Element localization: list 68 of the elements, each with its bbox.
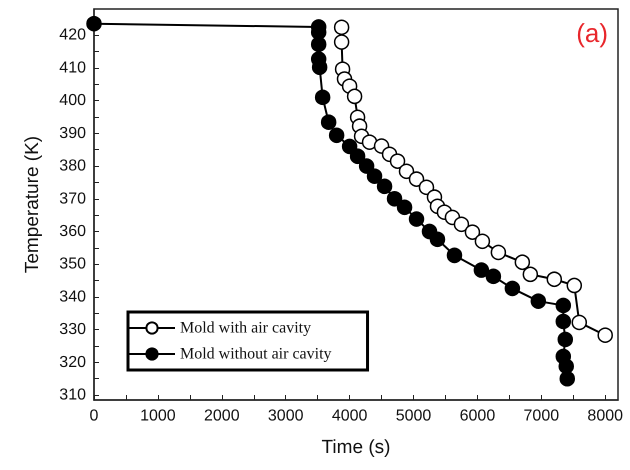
x-tick-label: 6000: [460, 408, 496, 424]
point: [558, 358, 574, 374]
point: [474, 234, 490, 250]
legend-label: Mold with air cavity: [180, 320, 312, 336]
y-tick-label: 310: [59, 386, 86, 404]
point: [556, 314, 572, 330]
point: [358, 158, 374, 174]
point: [342, 138, 358, 154]
point: [398, 164, 414, 180]
annotation: (a): [576, 18, 608, 49]
y-tick-label: 420: [59, 26, 86, 44]
point: [366, 168, 382, 184]
point: [486, 268, 502, 284]
x-tick-label: 1000: [140, 408, 176, 424]
point: [334, 20, 350, 36]
point: [390, 153, 406, 169]
x-tick-label: 4000: [332, 408, 368, 424]
point: [556, 298, 572, 314]
point: [522, 266, 538, 282]
point: [310, 36, 326, 52]
point: [504, 280, 520, 296]
y-tick-label: 340: [59, 288, 86, 306]
point: [558, 332, 574, 348]
point: [376, 178, 392, 194]
point: [474, 262, 490, 278]
y-tick-label: 380: [59, 158, 86, 175]
point: [396, 200, 412, 216]
y-tick-label: 330: [59, 321, 86, 338]
x-tick-label: 5000: [396, 408, 432, 424]
y-tick-label: 370: [59, 190, 86, 208]
x-tick-label: 2000: [204, 408, 240, 424]
point: [334, 34, 350, 50]
point: [314, 90, 330, 106]
point: [418, 180, 434, 196]
y-tick-label: 350: [59, 256, 86, 273]
point: [86, 16, 102, 32]
point: [546, 272, 562, 288]
y-axis-title: Temperature (K): [22, 136, 43, 274]
y-tick-label: 390: [59, 124, 86, 142]
point: [320, 114, 336, 130]
x-tick-label: 8000: [587, 408, 624, 424]
point: [350, 148, 366, 164]
legend-label: Mold without air cavity: [180, 346, 332, 362]
point: [408, 211, 424, 227]
point: [386, 191, 402, 207]
point: [362, 134, 378, 150]
point: [514, 254, 530, 270]
y-tick-label: 360: [59, 222, 86, 240]
y-tick-label: 400: [59, 92, 86, 110]
x-axis-title: Time (s): [322, 437, 390, 458]
y-tick-label: 320: [59, 354, 86, 371]
point: [566, 278, 582, 294]
point: [560, 370, 576, 386]
y-tick-label: 410: [59, 59, 86, 76]
point: [464, 224, 480, 240]
point: [530, 293, 546, 309]
point: [346, 88, 362, 104]
point: [446, 248, 462, 264]
point: [490, 244, 506, 260]
point: [408, 171, 424, 187]
x-tick-label: 0: [90, 408, 99, 424]
x-tick-label: 7000: [524, 408, 560, 424]
point: [454, 216, 470, 232]
point: [430, 232, 446, 248]
x-tick-label: 3000: [268, 408, 304, 424]
point: [597, 327, 613, 343]
point: [328, 128, 344, 144]
point: [572, 314, 588, 330]
